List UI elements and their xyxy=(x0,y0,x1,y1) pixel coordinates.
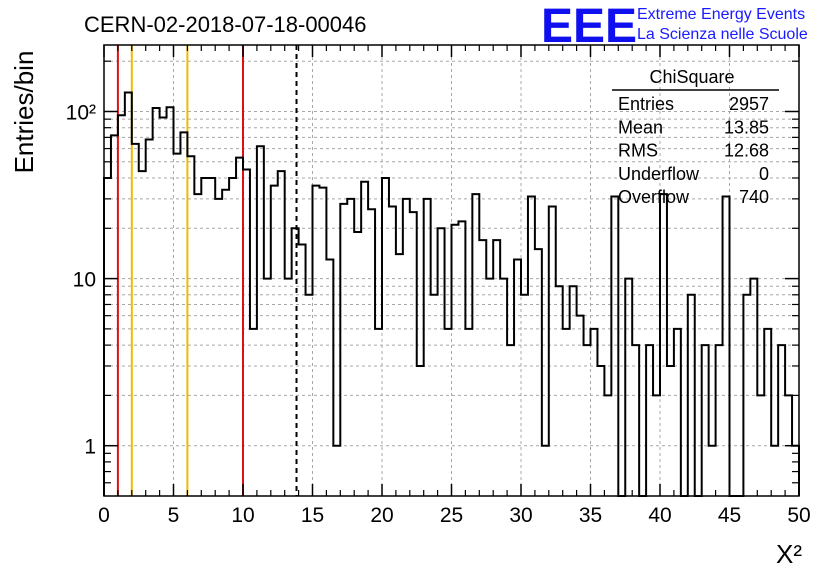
x-tick-label: 35 xyxy=(579,504,602,527)
brand-line-1: Extreme Energy Events xyxy=(637,6,805,23)
stats-box: ChiSquare Entries 2957 Mean 13.85 RMS 12.68 Un… xyxy=(612,67,779,207)
y-tick-label: 1 xyxy=(84,436,96,459)
y-tick-label: 10 xyxy=(73,269,96,292)
x-tick-label: 5 xyxy=(168,504,180,527)
histogram-bars xyxy=(103,91,800,497)
stats-value: 13.85 xyxy=(724,117,769,137)
reference-lines xyxy=(116,45,298,496)
x-tick-label: 45 xyxy=(718,504,741,527)
brand-line-2: La Scienza nelle Scuole xyxy=(637,26,808,43)
x-tick-label: 15 xyxy=(301,504,324,527)
stats-label: Mean xyxy=(618,117,663,137)
y-axis: 1 10 10² xyxy=(66,60,799,484)
x-tick-label: 25 xyxy=(440,504,463,527)
x-tick-label: 20 xyxy=(370,504,393,527)
x-tick-label: 10 xyxy=(231,504,254,527)
x-tick-label: 30 xyxy=(509,504,532,527)
histogram-series xyxy=(103,91,800,497)
stats-value: 2957 xyxy=(729,94,769,114)
chart-title: CERN-02-2018-07-18-00046 xyxy=(84,12,367,37)
stats-label: Underflow xyxy=(618,164,700,184)
stats-label: RMS xyxy=(618,141,658,161)
y-tick-label: 10² xyxy=(66,101,96,124)
eee-logo: EEE xyxy=(541,0,637,53)
x-axis-label: X² xyxy=(776,539,802,569)
x-axis: 0 5 10 15 20 25 30 35 40 45 50 xyxy=(98,45,811,527)
x-tick-label: 40 xyxy=(648,504,671,527)
stats-label: Entries xyxy=(618,94,674,114)
stats-rows: Entries 2957 Mean 13.85 RMS 12.68 Underflow 0 Ov… xyxy=(618,94,769,207)
x-tick-label: 0 xyxy=(98,504,110,527)
y-axis-label: Entries/bin xyxy=(9,51,39,174)
stats-title: ChiSquare xyxy=(649,67,734,87)
stats-value: 0 xyxy=(759,164,769,184)
grid xyxy=(104,45,799,496)
stats-label: Overflow xyxy=(618,187,690,207)
stats-value: 12.68 xyxy=(724,141,769,161)
x-tick-label: 50 xyxy=(787,504,810,527)
stats-value: 740 xyxy=(739,187,769,207)
